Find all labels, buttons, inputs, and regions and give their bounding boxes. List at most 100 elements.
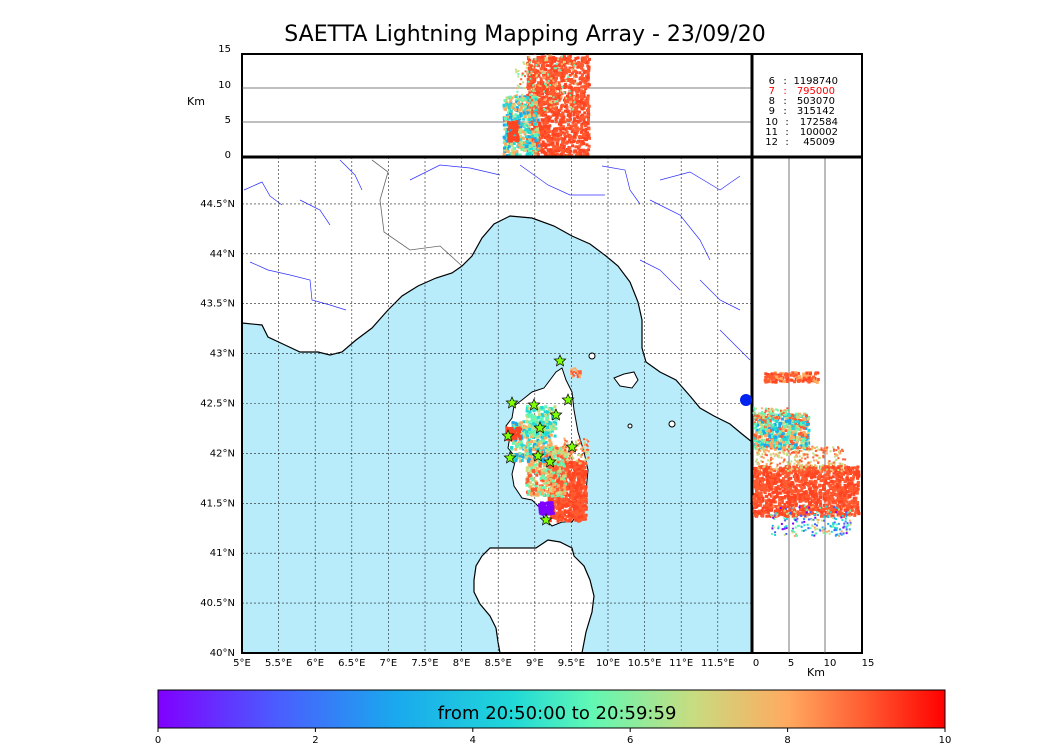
station-star-icon [565, 440, 579, 453]
station-counts-table: 6 : 1198740 7 : 795000 8 : 503070 9 : 31… [765, 76, 838, 148]
station-count: 1198740 [793, 76, 838, 87]
station-star-icon [539, 513, 553, 526]
latitude-tick-label: 40°N [210, 648, 235, 659]
longitude-tick-label: 8.5°E [485, 658, 512, 669]
longitude-tick-label: 5.5°E [265, 658, 292, 669]
station-star-icon [561, 393, 575, 406]
colorbar-label: from 20:50:00 to 20:59:59 [438, 703, 677, 724]
small-island [627, 423, 633, 429]
longitude-tick-label: 6°E [306, 658, 324, 669]
longitude-tick-label: 8°E [453, 658, 471, 669]
station-count-row: 6 : 1198740 [769, 76, 838, 87]
station-count: 100002 [800, 127, 838, 138]
colorbar-gradient [157, 689, 946, 729]
station-count-row: 10 : 172584 [765, 117, 838, 128]
station-star-icon [503, 451, 517, 464]
side-tick-15: 15 [862, 658, 875, 669]
station-star-icon [505, 396, 519, 409]
elba-island [613, 371, 639, 389]
station-markers [501, 354, 579, 526]
separator: : [783, 86, 786, 97]
blue-marker [740, 394, 752, 406]
altitude-tick-5: 5 [225, 115, 231, 126]
station-count: 315142 [797, 106, 835, 117]
longitude-tick-label: 9.5°E [558, 658, 585, 669]
latitude-tick-label: 41.5°N [200, 498, 235, 509]
separator: : [783, 106, 786, 117]
latitude-tick-label: 43.5°N [200, 299, 235, 310]
altitude-tick-10: 10 [218, 80, 231, 91]
longitude-tick-label: 10°E [596, 658, 620, 669]
altitude-scatter [502, 54, 591, 157]
map-panel: 5°E 5.5°E 6°E 6.5°E 7°E 7.5°E 8°E 8.5°E 9°E 9.5°E… [200, 156, 753, 669]
longitude-tick-label: 6.5°E [338, 658, 365, 669]
station-count-row: 11 : 100002 [765, 127, 838, 138]
altitude-tick-0: 0 [225, 150, 231, 161]
side-panel-frame [751, 156, 863, 654]
colorbar: from 20:50:00 to 20:59:59 0 2 4 6 8 10 [155, 689, 952, 746]
side-tick-5: 5 [788, 658, 794, 669]
station-count-row: 9 : 315142 [769, 106, 835, 117]
station-count: 795000 [797, 86, 835, 97]
latitude-ticks: 40°N 40.5°N 41°N 41.5°N 42°N 42.5°N 43°N 43.5°N… [200, 199, 235, 659]
station-id: 9 [769, 106, 775, 117]
colorbar-ticks: 0 2 4 6 8 10 [155, 728, 952, 746]
station-count-row: 7 : 795000 [769, 86, 835, 97]
latitude-tick-label: 42°N [210, 448, 235, 459]
small-island [668, 420, 676, 428]
country-border [371, 159, 463, 267]
separator: : [783, 76, 786, 87]
latitude-tick-label: 44°N [210, 249, 235, 260]
sea-area [242, 216, 752, 653]
colorbar-tick-label: 2 [312, 735, 318, 746]
station-id: 7 [769, 86, 775, 97]
station-star-icon [553, 354, 567, 367]
coastline-sardinia [473, 539, 595, 653]
colorbar-tick-label: 6 [627, 735, 633, 746]
longitude-tick-label: 9°E [526, 658, 544, 669]
longitude-tick-label: 5°E [233, 658, 251, 669]
separator: : [785, 117, 788, 128]
station-count: 45009 [803, 137, 835, 148]
separator: : [785, 127, 788, 138]
station-id: 6 [769, 76, 775, 87]
latitude-tick-label: 41°N [210, 548, 235, 559]
longitude-tick-label: 11.5°E [701, 658, 735, 669]
latitude-tick-label: 43°N [210, 349, 235, 360]
side-axis-label: Km [807, 666, 825, 679]
side-altitude-panel: 0 5 10 15 Km [242, 155, 875, 679]
rivers [243, 159, 751, 361]
map-content [242, 157, 752, 653]
colorbar-tick-label: 0 [155, 735, 161, 746]
longitude-tick-label: 7°E [380, 658, 398, 669]
colorbar-tick-label: 10 [939, 735, 952, 746]
station-id: 12 [765, 137, 778, 148]
station-star-icon [549, 408, 563, 421]
latitude-tick-label: 40.5°N [200, 598, 235, 609]
separator: : [785, 137, 788, 148]
side-tick-0: 0 [753, 658, 759, 669]
station-id: 8 [769, 96, 775, 107]
longitude-tick-label: 7.5°E [411, 658, 438, 669]
longitude-ticks: 5°E 5.5°E 6°E 6.5°E 7°E 7.5°E 8°E 8.5°E 9°E 9.5°E… [233, 658, 734, 669]
station-star-icon [501, 429, 515, 442]
longitude-tick-label: 11°E [669, 658, 693, 669]
altitude-axis-label: Km [187, 95, 205, 108]
figure-title: SAETTA Lightning Mapping Array - 23/09/2… [284, 22, 766, 47]
graticule [242, 157, 752, 653]
station-id: 10 [765, 117, 778, 128]
colorbar-tick-label: 4 [470, 735, 476, 746]
station-count: 503070 [797, 96, 835, 107]
station-id: 11 [765, 127, 778, 138]
latitude-tick-label: 42.5°N [200, 399, 235, 410]
colorbar-tick-label: 8 [784, 735, 790, 746]
capraia-island [588, 352, 596, 360]
station-star-icon [533, 421, 547, 434]
side-altitude-scatter [752, 371, 861, 537]
station-star-icon [527, 398, 541, 411]
longitude-tick-label: 10.5°E [628, 658, 662, 669]
station-star-icon [531, 449, 545, 462]
separator: : [783, 96, 786, 107]
altitude-panel: Km 0 5 10 15 6 : 1198740 7 : 795000 8 : … [187, 44, 863, 161]
